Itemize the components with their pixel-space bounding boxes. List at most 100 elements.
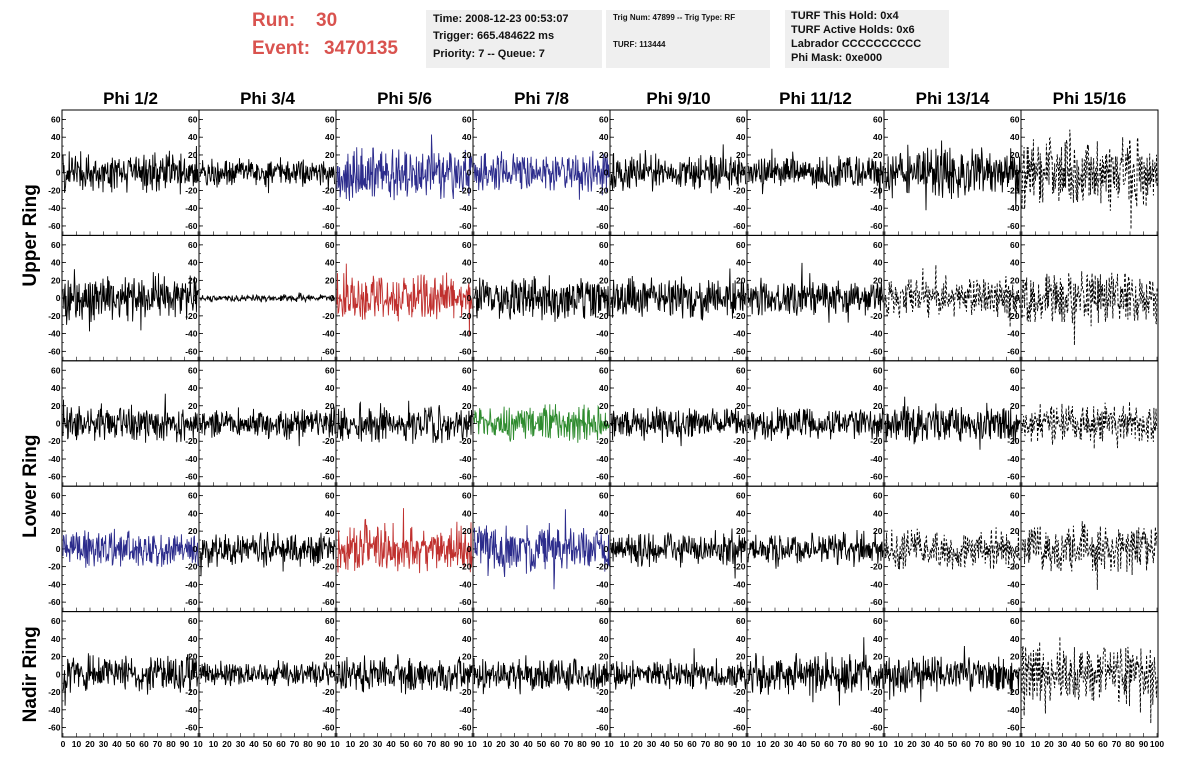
y-tick-label: 0 (878, 669, 883, 679)
x-tick-label: 10 (741, 739, 751, 749)
y-tick-label: 0 (741, 669, 746, 679)
x-tick-label: 90 (317, 739, 327, 749)
y-tick-label: 60 (873, 114, 883, 124)
y-tick-label: 20 (325, 652, 335, 662)
y-tick-label: 0 (56, 544, 61, 554)
y-tick-label: -60 (48, 472, 61, 482)
y-tick-label: -60 (185, 597, 198, 607)
x-tick-label: 70 (153, 739, 163, 749)
y-tick-label: 20 (599, 150, 609, 160)
y-tick-label: 0 (878, 168, 883, 178)
y-tick-label: 40 (736, 508, 746, 518)
x-tick-label: 10 (467, 739, 477, 749)
y-tick-label: 40 (51, 258, 61, 268)
y-tick-label: 20 (51, 526, 61, 536)
y-tick-label: 40 (1010, 258, 1020, 268)
y-tick-label: 40 (51, 508, 61, 518)
y-tick-label: 40 (599, 132, 609, 142)
x-tick-label: 10 (604, 739, 614, 749)
x-tick-label: 10 (193, 739, 203, 749)
x-tick-label: 20 (633, 739, 643, 749)
y-tick-label: -40 (185, 454, 198, 464)
y-tick-label: 40 (462, 258, 472, 268)
y-tick-label: -40 (596, 705, 609, 715)
y-tick-label: -60 (733, 597, 746, 607)
y-tick-label: 0 (330, 669, 335, 679)
x-tick-label: 50 (948, 739, 958, 749)
y-tick-label: -60 (733, 723, 746, 733)
y-tick-label: 60 (1010, 616, 1020, 626)
x-tick-label: 40 (1071, 739, 1081, 749)
x-tick-label: 20 (222, 739, 232, 749)
y-tick-label: 20 (736, 275, 746, 285)
y-tick-label: 20 (51, 275, 61, 285)
y-tick-label: 60 (188, 616, 198, 626)
y-tick-label: 60 (736, 114, 746, 124)
y-tick-label: 0 (604, 544, 609, 554)
y-tick-label: -40 (459, 579, 472, 589)
y-tick-label: -40 (870, 579, 883, 589)
y-tick-label: 0 (193, 669, 198, 679)
x-tick-label: 40 (112, 739, 122, 749)
x-tick-label: 60 (961, 739, 971, 749)
y-tick-label: -20 (733, 311, 746, 321)
column-title: Phi 1/2 (103, 89, 158, 108)
y-tick-label: 20 (1010, 275, 1020, 285)
y-tick-label: 0 (1015, 168, 1020, 178)
turf-this-hold-text: TURF This Hold: 0x4 (791, 10, 899, 22)
waveform-trace (336, 654, 473, 695)
turf-active-holds-text: TURF Active Holds: 0x6 (791, 24, 915, 36)
y-tick-label: -20 (1007, 687, 1020, 697)
waveform-trace (884, 527, 1021, 570)
waveform-trace (336, 400, 473, 444)
y-tick-label: 40 (325, 132, 335, 142)
y-tick-label: 20 (188, 652, 198, 662)
waveform-trace (1021, 129, 1158, 230)
waveform-trace (199, 406, 336, 447)
x-tick-label: 20 (85, 739, 95, 749)
x-tick-label: 80 (577, 739, 587, 749)
y-tick-label: -20 (870, 185, 883, 195)
x-tick-label: 50 (126, 739, 136, 749)
y-tick-label: -40 (322, 579, 335, 589)
y-tick-label: 20 (188, 401, 198, 411)
y-tick-label: -60 (596, 221, 609, 231)
y-tick-label: 60 (462, 491, 472, 501)
x-tick-label: 30 (373, 739, 383, 749)
y-tick-label: -60 (48, 723, 61, 733)
y-tick-label: 0 (330, 544, 335, 554)
y-tick-label: 0 (878, 419, 883, 429)
y-tick-label: 60 (325, 491, 335, 501)
y-tick-label: 0 (878, 293, 883, 303)
y-tick-label: 60 (1010, 491, 1020, 501)
y-tick-label: -20 (459, 562, 472, 572)
y-tick-label: 0 (56, 168, 61, 178)
waveform-trace (884, 140, 1021, 211)
x-tick-label: 10 (1015, 739, 1025, 749)
x-tick-label: 40 (249, 739, 259, 749)
y-tick-label: -40 (185, 203, 198, 213)
y-tick-label: 0 (878, 544, 883, 554)
x-tick-label: 20 (1044, 739, 1054, 749)
y-tick-label: -20 (733, 562, 746, 572)
y-tick-label: 0 (330, 419, 335, 429)
y-tick-label: 20 (325, 526, 335, 536)
y-tick-label: -60 (322, 597, 335, 607)
y-tick-label: 20 (188, 150, 198, 160)
y-tick-label: 40 (736, 383, 746, 393)
y-tick-label: 20 (1010, 150, 1020, 160)
y-tick-label: -20 (1007, 185, 1020, 195)
y-tick-label: -40 (322, 454, 335, 464)
y-tick-label: 60 (736, 491, 746, 501)
x-tick-label: 90 (454, 739, 464, 749)
waveform-trace (336, 263, 473, 336)
y-tick-label: -40 (733, 203, 746, 213)
y-tick-label: -60 (733, 346, 746, 356)
labrador-text: Labrador CCCCCCCCCC (791, 38, 922, 50)
y-tick-label: 60 (188, 491, 198, 501)
y-tick-label: 20 (188, 526, 198, 536)
y-tick-label: -20 (596, 185, 609, 195)
y-tick-label: -60 (322, 472, 335, 482)
y-tick-label: 0 (56, 669, 61, 679)
waveform-trace (610, 268, 747, 321)
